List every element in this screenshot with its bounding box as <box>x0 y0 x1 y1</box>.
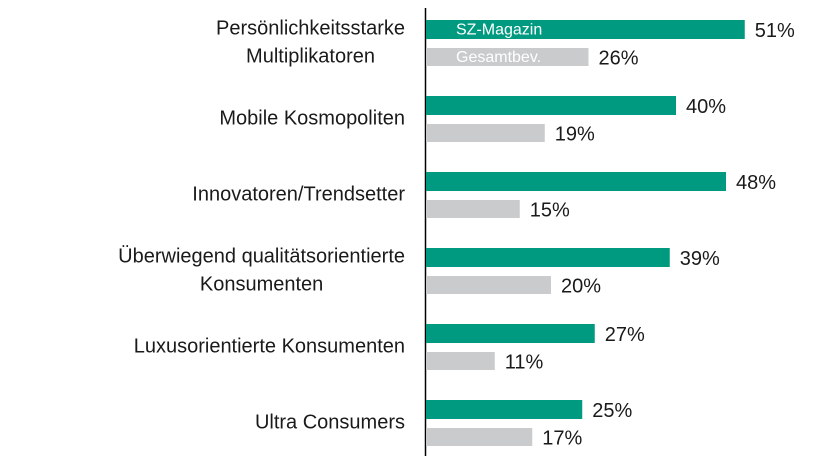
value-label: 20% <box>561 275 601 297</box>
bar <box>426 20 745 39</box>
bar <box>426 96 676 115</box>
value-label: 17% <box>542 427 582 449</box>
category-label: Überwiegend qualitätsorientierte <box>118 245 405 267</box>
value-label: 26% <box>599 47 639 69</box>
bar <box>426 172 726 191</box>
bar <box>426 276 551 294</box>
category-label: Mobile Kosmopoliten <box>219 107 405 129</box>
value-label: 25% <box>592 400 632 422</box>
bar <box>426 324 595 343</box>
category-label: Innovatoren/Trendsetter <box>192 183 405 205</box>
legend-label: SZ-Magazin <box>456 22 542 39</box>
category-label: Multiplikatoren <box>246 45 375 67</box>
value-label: 19% <box>555 123 595 145</box>
value-label: 27% <box>605 324 645 346</box>
value-label: 15% <box>530 199 570 221</box>
bar <box>426 248 670 267</box>
category-label: Luxusorientierte Konsumenten <box>134 335 405 357</box>
value-label: 51% <box>755 20 795 42</box>
category-label: Konsumenten <box>200 273 323 295</box>
value-label: 48% <box>736 172 776 194</box>
category-label: Persönlichkeitsstarke <box>216 17 405 39</box>
bar <box>426 48 589 66</box>
bar <box>426 428 533 446</box>
category-label: Ultra Consumers <box>255 411 405 433</box>
bar <box>426 400 583 419</box>
bar <box>426 124 545 142</box>
value-label: 40% <box>686 96 726 118</box>
value-label: 11% <box>505 351 544 373</box>
value-label: 39% <box>680 248 720 270</box>
bar <box>426 200 520 218</box>
bar <box>426 352 495 370</box>
legend-label: Gesamtbev. <box>456 49 541 66</box>
